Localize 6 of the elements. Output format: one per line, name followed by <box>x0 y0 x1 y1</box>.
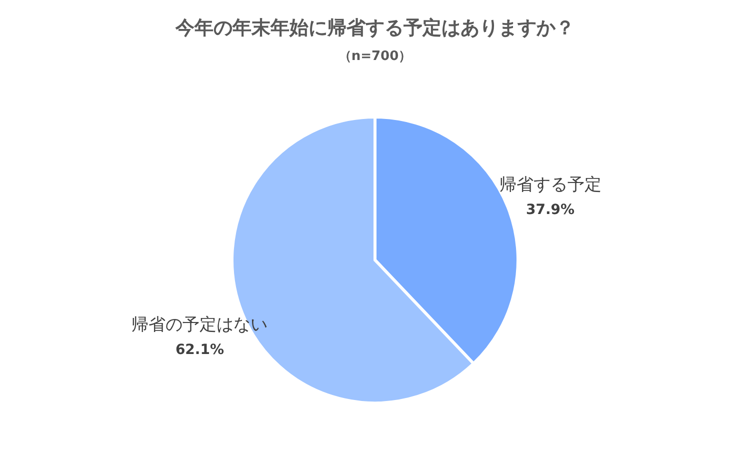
chart-title: 今年の年末年始に帰省する予定はありますか？ <box>174 17 574 39</box>
slice-label: 帰省の予定はない <box>132 315 268 336</box>
slice-label: 帰省する予定 <box>499 174 602 195</box>
data-label: 37.9% <box>526 202 575 218</box>
data-label: 62.1% <box>175 342 224 358</box>
chart-subtitle: （n=700） <box>338 49 412 64</box>
